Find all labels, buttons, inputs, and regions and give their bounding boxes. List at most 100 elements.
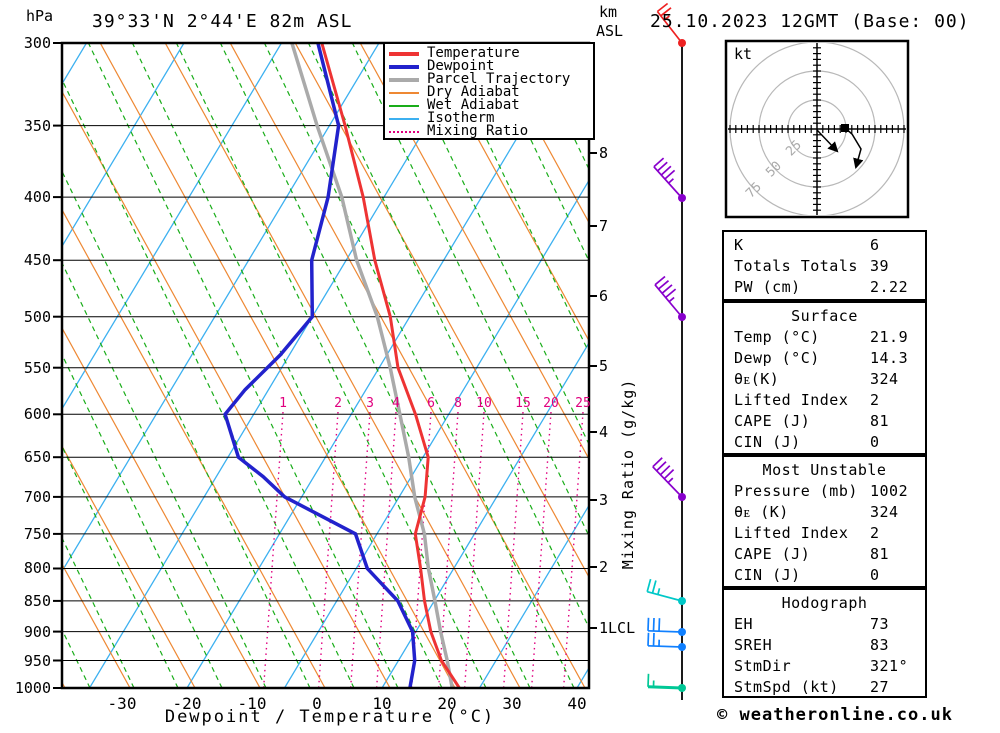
legend-line-sample: [389, 91, 419, 94]
altitude-tick-label: 7: [599, 217, 609, 235]
most-unstable-table: Most Unstable Pressure (mb) 1002 θᴇ (K) 324…: [722, 455, 927, 588]
table-row-label: Lifted Index: [734, 524, 849, 542]
most-unstable-table-title: Most Unstable: [762, 461, 887, 479]
table-row-label: CIN (J): [734, 566, 801, 584]
legend-line-sample: [389, 64, 419, 69]
table-row-label: EH: [734, 615, 754, 633]
table-row: StmSpd (kt) 27: [724, 677, 925, 698]
pressure-tick-label: 750: [23, 525, 51, 543]
table-row: Totals Totals 39: [724, 256, 925, 277]
legend-item-label: Parcel Trajectory: [427, 71, 571, 87]
table-row: EH 73: [724, 614, 925, 635]
table-row-label: K: [734, 236, 744, 254]
mixing-ratio-label: 4: [392, 396, 400, 411]
table-row-value: 83: [870, 636, 890, 654]
table-row-value: 0: [870, 433, 880, 451]
pressure-tick-label: 900: [23, 623, 51, 641]
table-row: Lifted Index 2: [724, 523, 925, 544]
mixing-ratio-label: 2: [334, 396, 342, 411]
table-row-value: 73: [870, 615, 890, 633]
table-row-value: 81: [870, 545, 890, 563]
table-row-label: Totals Totals: [734, 257, 858, 275]
temperature-tick-label: -20: [172, 694, 202, 713]
temperature-tick-label: 40: [567, 694, 587, 713]
pressure-tick-label: 950: [23, 652, 51, 670]
hodograph-stats-table: Hodograph EH 73 SREH 83 StmDir 321° StmSpd (kt…: [722, 588, 927, 698]
legend-item-label: Dry Adiabat: [427, 84, 520, 100]
legend-line-sample: [389, 130, 419, 133]
parcel-trajectory-curve: [290, 44, 454, 687]
mixing-ratio-label: 1: [279, 396, 287, 411]
altitude-axis-unit-km: km: [599, 3, 618, 21]
legend-item: Temperature: [389, 45, 593, 61]
table-row-label: SREH: [734, 636, 773, 654]
mixing-ratio-label: 15: [515, 396, 531, 411]
table-row: CAPE (J) 81: [724, 411, 925, 432]
table-row-value: 321°: [870, 657, 909, 675]
legend-item-label: Wet Adiabat: [427, 97, 520, 113]
table-row: CIN (J) 0: [724, 565, 925, 586]
pressure-tick-label: 550: [23, 359, 51, 377]
temperature-tick-label: -30: [107, 694, 137, 713]
wind-barb: [646, 578, 686, 605]
table-row-label: CAPE (J): [734, 545, 811, 563]
table-row: StmDir 321°: [724, 656, 925, 677]
table-row: θᴇ(K) 324: [724, 369, 925, 390]
wind-barb: [647, 632, 686, 651]
table-row-value: 2: [870, 524, 880, 542]
table-row-label: θᴇ(K): [734, 370, 780, 388]
legend-line-sample: [389, 104, 419, 107]
skewt-grid: [63, 44, 588, 687]
altitude-tick-label: 2: [599, 558, 609, 576]
legend-line-sample: [389, 51, 419, 56]
legend-item: Parcel Trajectory: [389, 71, 593, 87]
table-row-label: StmDir: [734, 657, 792, 675]
table-row-label: CIN (J): [734, 433, 801, 451]
altitude-tick-label: 3: [599, 491, 609, 509]
pressure-tick-label: 1000: [14, 679, 51, 697]
table-row: Temp (°C) 21.9: [724, 327, 925, 348]
plot-border-and-ticks: [53, 41, 597, 690]
legend-item-label: Temperature: [427, 45, 520, 61]
mixing-ratio-label: 10: [476, 396, 492, 411]
table-row-label: PW (cm): [734, 278, 801, 296]
wind-barb: [656, 2, 686, 47]
hodograph-unit-label: kt: [734, 45, 753, 63]
stability-indices-table: K 6 Totals Totals 39 PW (cm) 2.22: [722, 230, 927, 301]
surface-table: Surface Temp (°C) 21.9 Dewp (°C) 14.3 θᴇ(K) 3…: [722, 301, 927, 455]
pressure-tick-label: 400: [23, 188, 51, 206]
table-row: PW (cm) 2.22: [724, 277, 925, 298]
pressure-tick-label: 500: [23, 308, 51, 326]
legend-item-label: Mixing Ratio: [427, 123, 529, 139]
pressure-axis-unit: hPa: [26, 7, 54, 25]
altitude-tick-label: 1LCL: [599, 619, 636, 637]
pressure-tick-label: 800: [23, 559, 51, 577]
table-row-value: 2: [870, 391, 880, 409]
table-row-value: 324: [870, 370, 899, 388]
table-row: SREH 83: [724, 635, 925, 656]
table-row-value: 81: [870, 412, 890, 430]
table-row: Pressure (mb) 1002: [724, 481, 925, 502]
copyright-link[interactable]: © weatheronline.co.uk: [717, 705, 953, 725]
table-row: CIN (J) 0: [724, 432, 925, 453]
temperature-tick-label: 10: [372, 694, 392, 713]
surface-table-title: Surface: [791, 307, 858, 325]
pressure-tick-label: 850: [23, 592, 51, 610]
wind-barb: [653, 157, 686, 202]
table-row-value: 27: [870, 678, 890, 696]
temperature-tick-label: 20: [437, 694, 457, 713]
legend-item-label: Isotherm: [427, 110, 495, 126]
table-row-value: 21.9: [870, 328, 909, 346]
temperature-tick-label: -10: [237, 694, 267, 713]
altitude-axis-unit-asl: ASL: [596, 22, 624, 40]
pressure-tick-label: 600: [23, 405, 51, 423]
table-row-label: Lifted Index: [734, 391, 849, 409]
temperature-tick-label: 0: [312, 694, 322, 713]
mixing-ratio-axis-label: Mixing Ratio (g/kg): [619, 378, 637, 570]
hodograph: [724, 39, 910, 219]
table-row-value: 14.3: [870, 349, 909, 367]
mixing-ratio-label: 20: [543, 396, 559, 411]
table-row-value: 324: [870, 503, 899, 521]
